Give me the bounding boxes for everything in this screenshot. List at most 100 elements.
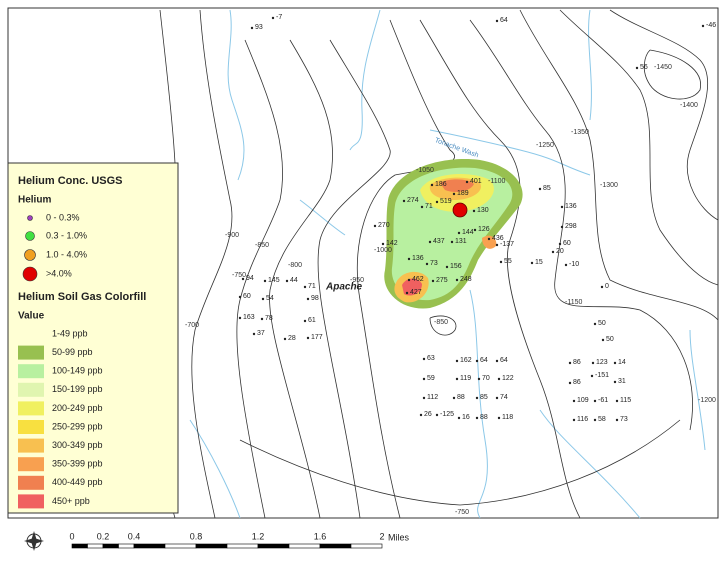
sample-label: 71 — [308, 283, 316, 290]
sample-label: 162 — [460, 357, 472, 364]
sample-label: 145 — [268, 277, 280, 284]
legend-heading: Value — [18, 311, 45, 322]
legend-label: 1-49 ppb — [52, 328, 88, 338]
sample-point — [465, 180, 469, 184]
sample-label: 63 — [427, 355, 435, 362]
sample-point — [560, 205, 564, 209]
sample-point — [252, 332, 256, 336]
sample-point — [373, 224, 377, 228]
sample-point — [285, 279, 289, 283]
legend-label: 400-449 ppb — [52, 477, 103, 487]
legend-label: 1.0 - 4.0% — [46, 249, 87, 259]
sample-label: 144 — [462, 229, 474, 236]
sample-label: 0 — [605, 283, 609, 290]
legend-swatch — [18, 401, 44, 416]
legend-swatch — [18, 382, 44, 397]
legend-swatch — [18, 364, 44, 379]
sample-point — [428, 240, 432, 244]
sample-point — [538, 187, 542, 191]
legend-label: 0.3 - 1.0% — [46, 230, 87, 240]
contour-label: -1150 — [565, 299, 582, 306]
sample-point — [615, 418, 619, 422]
sample-label: 78 — [265, 315, 273, 322]
sample-label: 462 — [412, 276, 424, 283]
sample-label: 88 — [480, 414, 488, 421]
contour-label: -1250 — [536, 142, 554, 149]
sample-point — [497, 377, 501, 381]
legend-symbol — [22, 266, 38, 282]
sample-label: 116 — [577, 416, 588, 423]
sample-point — [271, 16, 275, 20]
sample-point — [568, 361, 572, 365]
sample-label: 70 — [482, 375, 490, 382]
scale-segment — [118, 543, 135, 549]
contour-label: -850 — [255, 242, 269, 249]
sample-point — [435, 200, 439, 204]
contour-label: -700 — [185, 322, 199, 329]
contour-label: -1300 — [600, 182, 618, 189]
scale-label: 2 — [379, 531, 384, 541]
contour-label: -1200 — [698, 397, 716, 404]
sample-label: 112 — [427, 394, 438, 401]
legend-swatch — [18, 438, 44, 453]
legend-swatch — [18, 494, 44, 509]
contour-label: -1000 — [374, 247, 392, 254]
legend-symbol — [27, 215, 33, 221]
sample-point — [457, 231, 461, 235]
sample-point — [455, 359, 459, 363]
sample-label: -125 — [440, 411, 454, 418]
sample-point — [590, 374, 594, 378]
sample-label: 20 — [556, 248, 564, 255]
sample-point — [615, 399, 619, 403]
sample-point — [303, 285, 307, 289]
colorfill — [384, 159, 523, 309]
legend-swatch — [18, 345, 44, 360]
sample-label: 16 — [462, 414, 470, 421]
sample-label: 58 — [598, 416, 606, 423]
sample-label: 50 — [598, 320, 606, 327]
scale-unit: Miles — [388, 532, 410, 542]
sample-label: 130 — [477, 207, 489, 214]
sample-point — [568, 381, 572, 385]
sample-label: 59 — [427, 375, 435, 382]
sample-label: 26 — [424, 411, 432, 418]
scale-label: 1.2 — [252, 531, 265, 541]
sample-label: 274 — [407, 197, 419, 204]
sample-label: 177 — [311, 334, 323, 341]
sample-label: 14 — [618, 359, 626, 366]
sample-point — [495, 19, 499, 23]
sample-point — [497, 416, 501, 420]
sample-label: 275 — [436, 277, 448, 284]
sample-label: 401 — [470, 178, 482, 185]
sample-label: 118 — [502, 414, 513, 421]
legend-symbol — [24, 249, 36, 261]
sample-point — [303, 319, 307, 323]
legend-label: >4.0% — [46, 268, 72, 278]
sample-label: 64 — [500, 357, 508, 364]
sample-point — [241, 277, 245, 281]
sample-point — [475, 396, 479, 400]
legend-label: 350-399 ppb — [52, 459, 103, 469]
sample-point — [405, 291, 409, 295]
sample-label: 136 — [412, 255, 424, 262]
legend-label: 100-149 ppb — [52, 366, 103, 376]
sample-point — [601, 338, 605, 342]
scale-segment — [102, 543, 119, 549]
sample-point — [419, 413, 423, 417]
contour-label: -850 — [434, 319, 448, 326]
sample-point — [238, 316, 242, 320]
sample-point — [593, 322, 597, 326]
north-arrow — [24, 531, 44, 551]
sample-point — [613, 380, 617, 384]
sample-label: 115 — [620, 397, 631, 404]
legend-label: 0 - 0.3% — [46, 212, 80, 222]
sample-label: 31 — [618, 378, 626, 385]
sample-label: 50 — [606, 336, 614, 343]
sample-label: 126 — [478, 226, 490, 233]
legend: Helium Conc. USGS Helium Helium Soil Gas… — [7, 162, 179, 514]
sample-point — [564, 263, 568, 267]
sample-label: 163 — [243, 314, 255, 321]
sample-point — [445, 265, 449, 269]
sample-point — [495, 243, 499, 247]
